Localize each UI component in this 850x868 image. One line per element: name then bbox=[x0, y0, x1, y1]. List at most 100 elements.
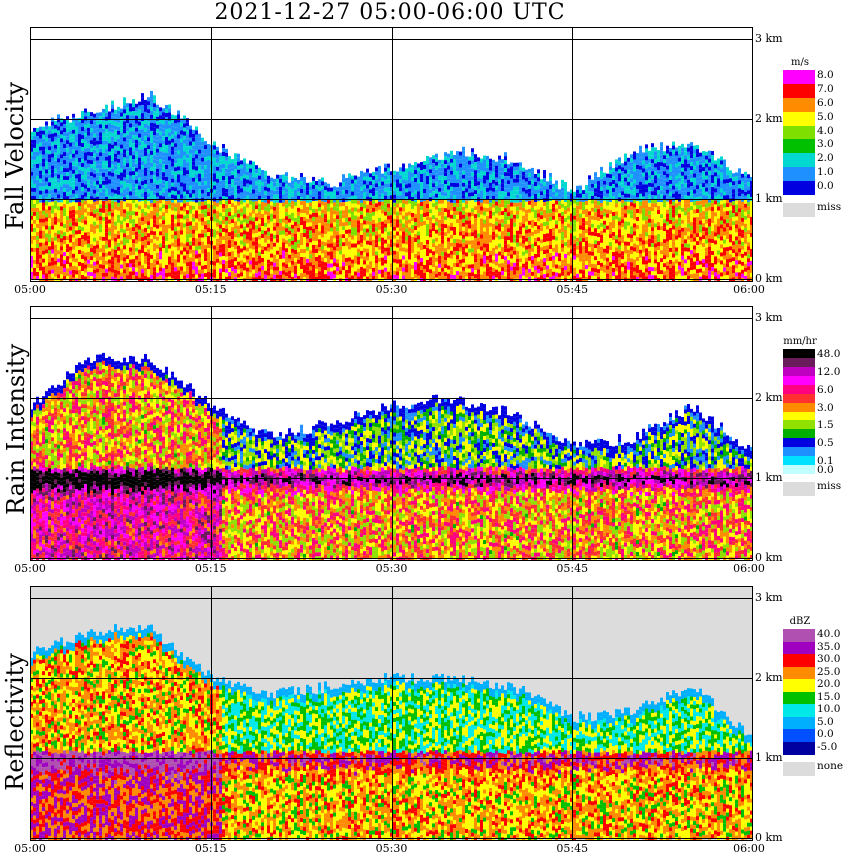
heatmap-cell bbox=[381, 173, 384, 178]
heatmap-cell bbox=[33, 143, 36, 148]
heatmap-cell bbox=[180, 130, 183, 135]
heatmap-cell bbox=[402, 227, 405, 232]
heatmap-cell bbox=[135, 239, 138, 244]
heatmap-cell bbox=[72, 169, 75, 174]
heatmap-cell bbox=[72, 157, 75, 162]
heatmap-cell bbox=[75, 182, 78, 187]
heatmap-cell bbox=[303, 249, 306, 254]
heatmap-cell bbox=[48, 190, 51, 195]
heatmap-cell bbox=[285, 272, 288, 277]
heatmap-cell bbox=[63, 208, 66, 213]
heatmap-cell bbox=[117, 166, 120, 171]
heatmap-cell bbox=[366, 232, 369, 237]
heatmap-cell bbox=[234, 161, 237, 166]
heatmap-cell bbox=[435, 237, 438, 242]
heatmap-cell bbox=[57, 170, 60, 175]
heatmap-cell bbox=[87, 223, 90, 228]
heatmap-cell bbox=[108, 155, 111, 160]
heatmap-cell bbox=[255, 169, 258, 174]
heatmap-cell bbox=[54, 232, 57, 237]
heatmap-cell bbox=[84, 108, 87, 113]
heatmap-cell bbox=[150, 266, 153, 271]
heatmap-cell bbox=[294, 185, 297, 190]
heatmap-cell bbox=[402, 275, 405, 280]
heatmap-cell bbox=[135, 115, 138, 120]
heatmap-cell bbox=[360, 190, 363, 195]
heatmap-cell bbox=[129, 119, 132, 124]
heatmap-cell bbox=[36, 191, 39, 196]
heatmap-cell bbox=[48, 210, 51, 215]
heatmap-cell bbox=[252, 185, 255, 190]
heatmap-cell bbox=[201, 269, 204, 274]
heatmap-cell bbox=[99, 188, 102, 193]
heatmap-cell bbox=[453, 166, 456, 171]
heatmap-cell bbox=[366, 272, 369, 277]
heatmap-cell bbox=[66, 184, 69, 189]
heatmap-cell bbox=[195, 258, 198, 263]
heatmap-cell bbox=[105, 260, 108, 265]
heatmap-cell bbox=[123, 129, 126, 134]
heatmap-cell bbox=[156, 116, 159, 121]
heatmap-cell bbox=[246, 235, 249, 240]
heatmap-cell bbox=[228, 196, 231, 201]
heatmap-cell bbox=[63, 144, 66, 149]
heatmap-cell bbox=[108, 159, 111, 164]
heatmap-cell bbox=[435, 169, 438, 174]
heatmap-cell bbox=[174, 211, 177, 216]
heatmap-cell bbox=[69, 198, 72, 203]
heatmap-cell bbox=[456, 187, 459, 192]
heatmap-cell bbox=[81, 263, 84, 268]
heatmap-cell bbox=[63, 256, 66, 261]
heatmap-cell bbox=[279, 270, 282, 275]
heatmap-cell bbox=[117, 178, 120, 183]
heatmap-cell bbox=[57, 266, 60, 271]
heatmap-cell bbox=[84, 244, 87, 249]
heatmap-cell bbox=[78, 149, 81, 154]
heatmap-cell bbox=[333, 262, 336, 267]
heatmap-cell bbox=[372, 211, 375, 216]
heatmap-cell bbox=[57, 174, 60, 179]
heatmap-cell bbox=[276, 206, 279, 211]
heatmap-cell bbox=[105, 136, 108, 141]
heatmap-cell bbox=[423, 220, 426, 225]
heatmap-cell bbox=[75, 206, 78, 211]
heatmap-cell bbox=[117, 238, 120, 243]
heatmap-cell bbox=[270, 265, 273, 270]
heatmap-cell bbox=[270, 185, 273, 190]
heatmap-cell bbox=[351, 259, 354, 264]
heatmap-cell bbox=[309, 246, 312, 251]
heatmap-cell bbox=[348, 181, 351, 186]
heatmap-cell bbox=[441, 227, 444, 232]
heatmap-cell bbox=[438, 271, 441, 276]
heatmap-cell bbox=[447, 161, 450, 166]
heatmap-cell bbox=[264, 278, 267, 282]
heatmap-cell bbox=[162, 220, 165, 225]
heatmap-cell bbox=[237, 161, 240, 166]
heatmap-cell bbox=[402, 199, 405, 204]
heatmap-cell bbox=[99, 156, 102, 161]
heatmap-cell bbox=[402, 243, 405, 248]
heatmap-cell bbox=[333, 238, 336, 243]
heatmap-cell bbox=[264, 206, 267, 211]
heatmap-cell bbox=[225, 256, 228, 261]
heatmap-cell bbox=[333, 218, 336, 223]
heatmap-cell bbox=[429, 177, 432, 182]
heatmap-cell bbox=[45, 213, 48, 218]
heatmap-cell bbox=[132, 203, 135, 208]
heatmap-cell bbox=[63, 180, 66, 185]
heatmap-cell bbox=[78, 133, 81, 138]
heatmap-cell bbox=[141, 217, 144, 222]
heatmap-cell bbox=[147, 129, 150, 134]
heatmap-cell bbox=[393, 202, 396, 207]
heatmap-cell bbox=[396, 243, 399, 248]
heatmap-cell bbox=[258, 231, 261, 236]
heatmap-cell bbox=[99, 196, 102, 201]
heatmap-cell bbox=[228, 216, 231, 221]
heatmap-cell bbox=[90, 220, 93, 225]
heatmap-cell bbox=[246, 199, 249, 204]
heatmap-cell bbox=[63, 124, 66, 129]
heatmap-cell bbox=[222, 247, 225, 252]
heatmap-cell bbox=[96, 208, 99, 213]
heatmap-cell bbox=[117, 246, 120, 251]
heatmap-cell bbox=[189, 141, 192, 146]
